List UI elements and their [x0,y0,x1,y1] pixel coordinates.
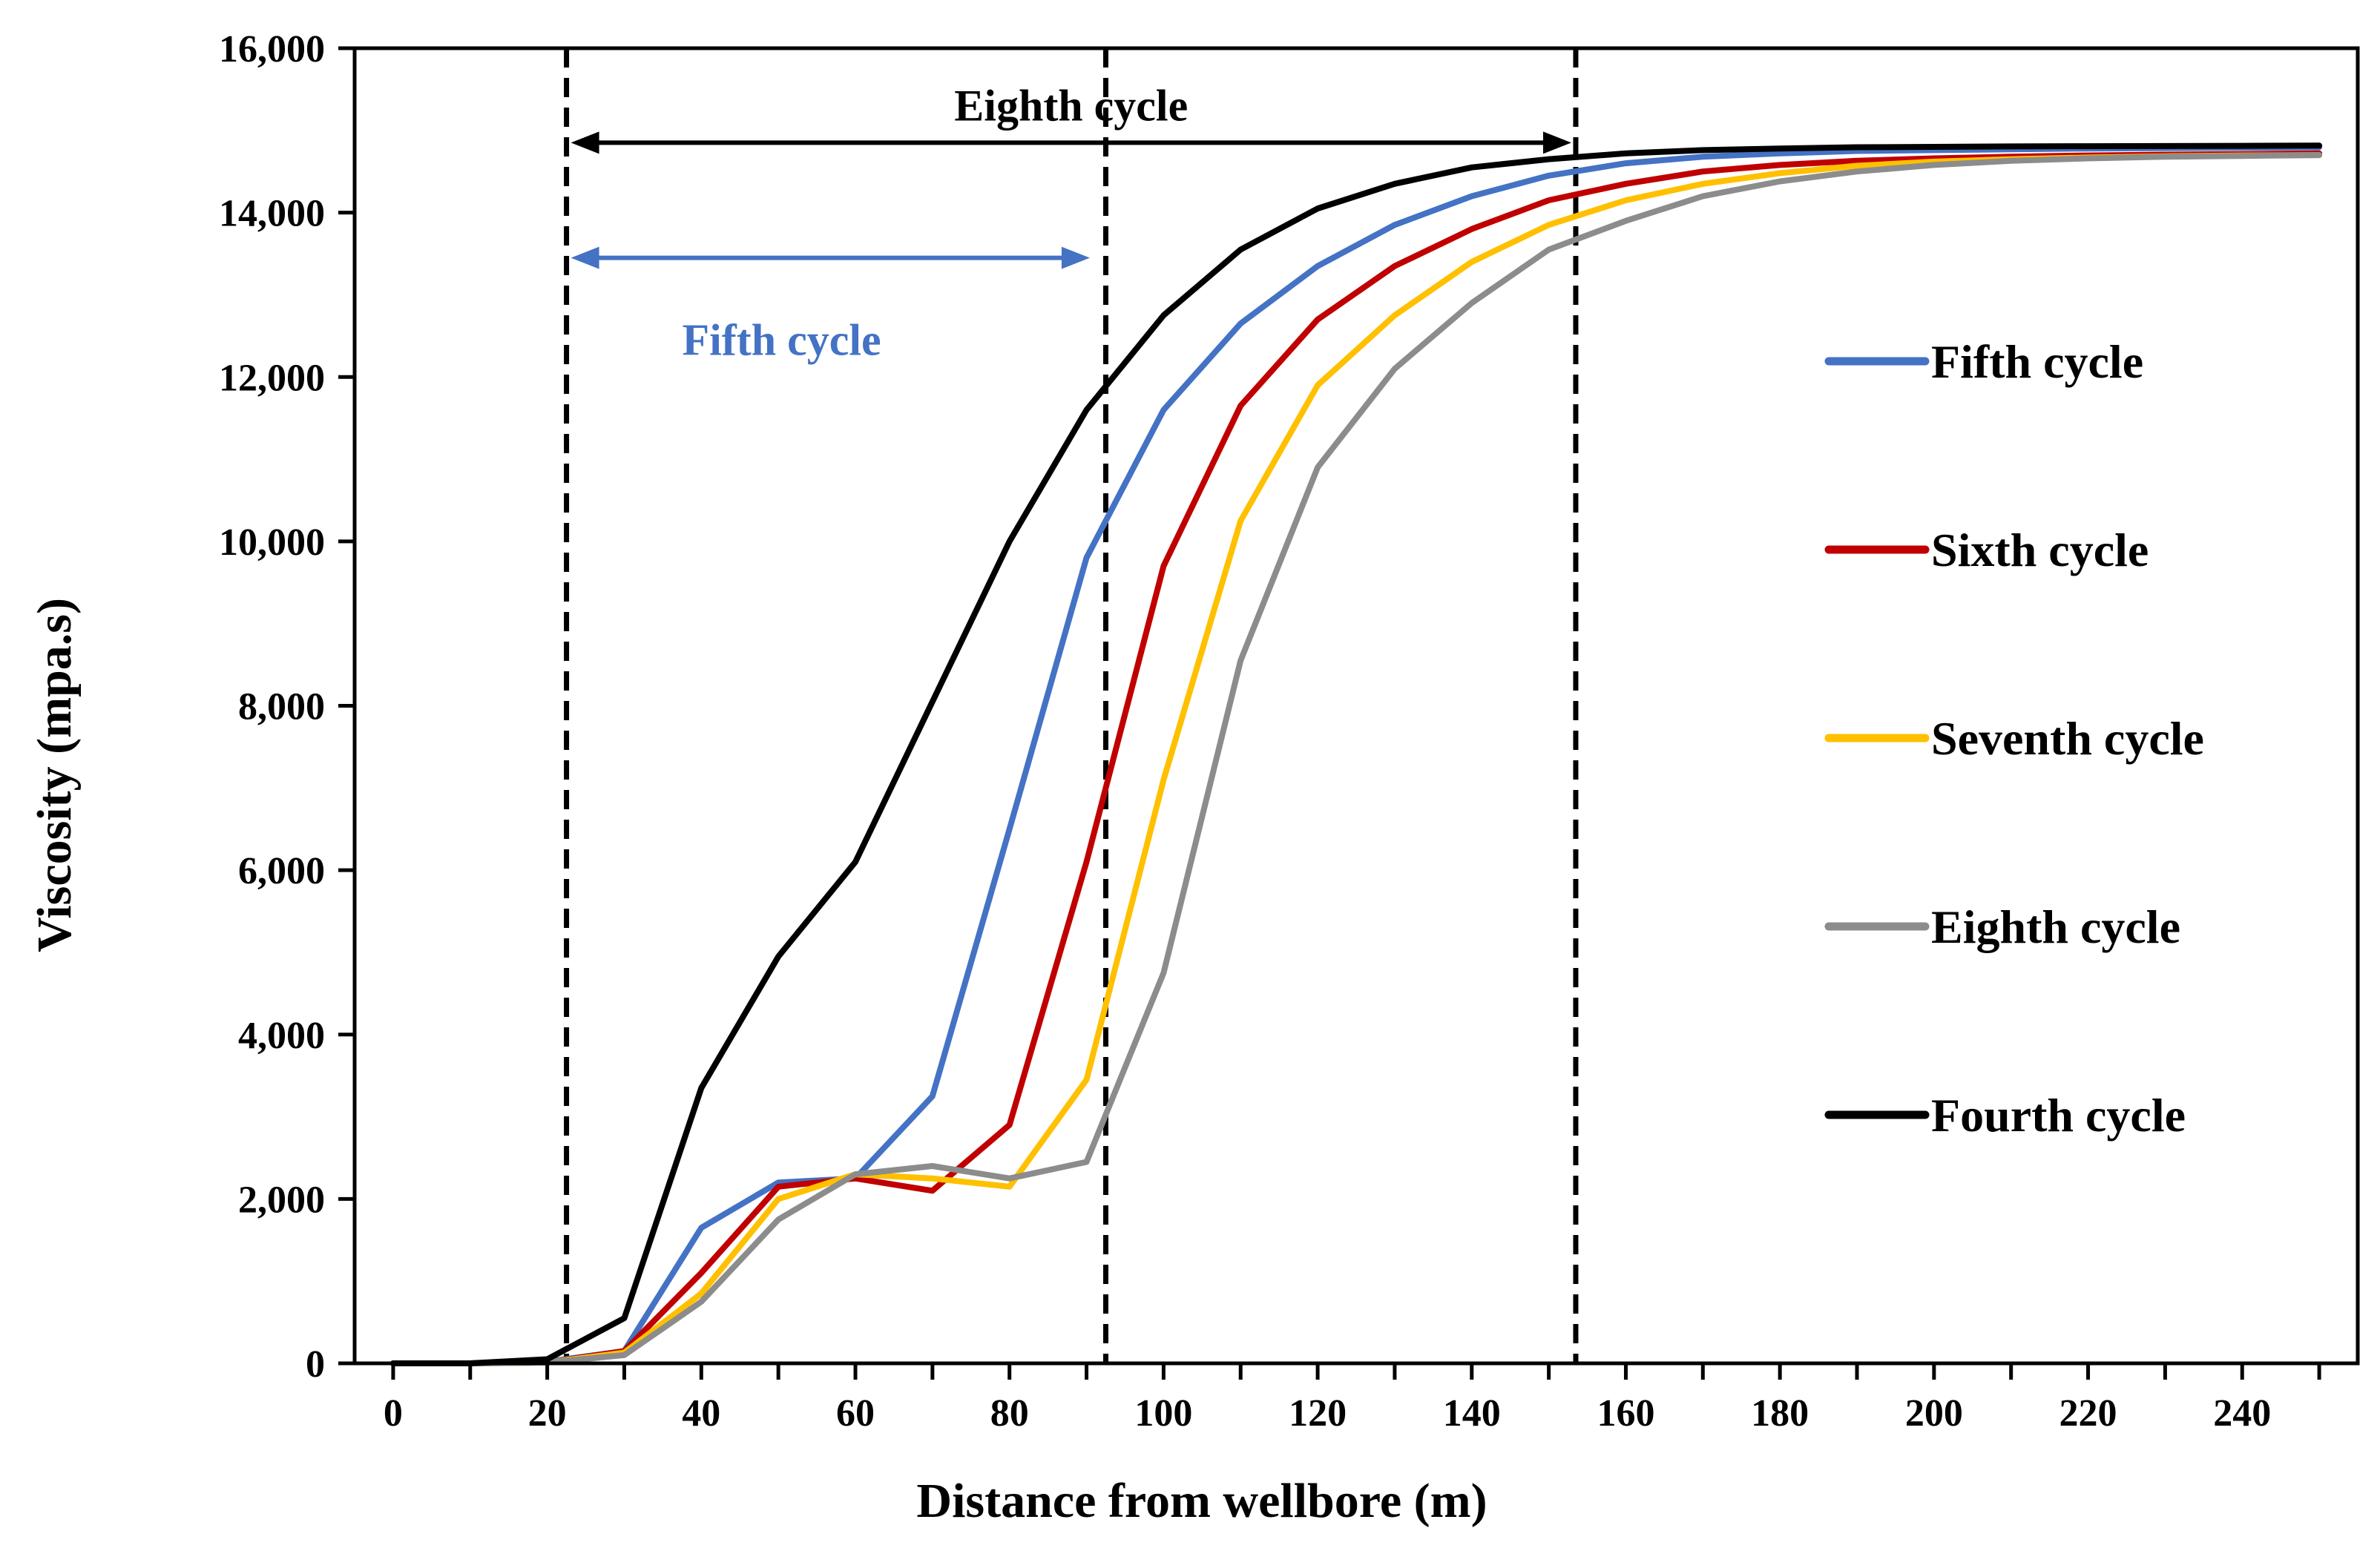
annotation-arrowhead-right-eighth-cycle [1542,131,1571,154]
y-tick-label: 8,000 [238,686,325,728]
annotation-label-fifth-cycle: Fifth cycle [682,315,881,364]
y-tick-label: 14,000 [219,193,325,235]
series-line-fourth-cycle [389,142,2323,1366]
y-axis-title: Viscosity (mpa.s) [27,598,82,952]
legend-label-fifth-cycle: Fifth cycle [1931,335,2143,388]
annotation-label-eighth-cycle: Eighth cycle [954,82,1188,131]
y-tick-label: 6,000 [238,850,325,892]
x-tick-label: 120 [1289,1392,1347,1435]
x-tick-label: 20 [528,1392,567,1435]
annotation-arrowhead-right-fifth-cycle [1061,246,1090,269]
y-tick-label: 16,000 [219,28,325,70]
vertical-guide-lines [564,48,1579,1363]
range-annotations: Eighth cycle Fifth cycle [571,82,1571,364]
x-axis-title: Distance from wellbore (m) [916,1474,1487,1528]
legend-label-fourth-cycle: Fourth cycle [1931,1089,2186,1142]
series-lines [389,142,2323,1366]
x-tick-label: 200 [1905,1392,1963,1435]
legend-label-eighth-cycle: Eighth cycle [1931,900,2180,953]
x-tick-label: 100 [1134,1392,1192,1435]
x-tick-label: 0 [384,1392,403,1435]
legend-label-seventh-cycle: Seventh cycle [1931,712,2204,765]
legend: Fifth cycle Sixth cycle Seventh cycle Eight… [1824,335,2204,1142]
y-tick-label: 12,000 [219,357,325,399]
x-tick-label: 180 [1751,1392,1809,1435]
legend-label-sixth-cycle: Sixth cycle [1931,524,2149,576]
y-tick-label: 4,000 [238,1015,325,1057]
y-tick-label: 2,000 [238,1179,325,1221]
y-tick-label: 10,000 [219,521,325,564]
y-tick-label: 0 [306,1343,325,1386]
x-tick-label: 40 [682,1392,720,1435]
x-tick-label: 160 [1597,1392,1654,1435]
x-tick-label: 220 [2060,1392,2117,1435]
x-tick-label: 80 [990,1392,1029,1435]
annotation-arrowhead-left-fifth-cycle [571,246,599,269]
series-line-eighth-cycle [389,152,2323,1366]
y-axis: 0 2,000 4,000 6,000 8,000 10,000 12,000 14,000 1… [219,28,355,1386]
x-tick-label: 60 [836,1392,875,1435]
x-axis: 0 20 40 60 80 100 120 140 160 180 200 220 240 [384,1363,2321,1435]
x-tick-label: 140 [1443,1392,1501,1435]
annotation-arrowhead-left-eighth-cycle [571,131,599,154]
x-tick-label: 240 [2213,1392,2271,1435]
